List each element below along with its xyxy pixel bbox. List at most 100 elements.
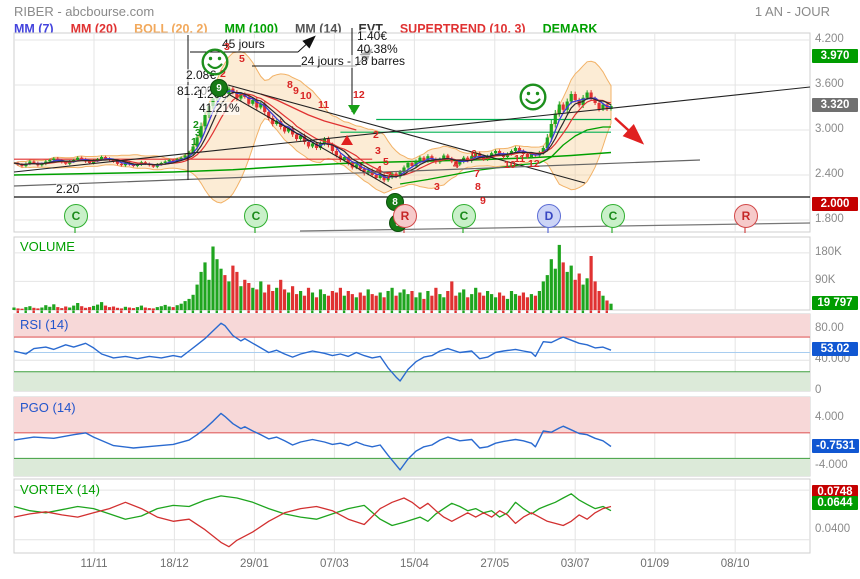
volume-bar [358,292,362,310]
candle-body [306,142,311,147]
trend-dot-strip [112,310,115,313]
volume-bar [299,291,303,310]
volume-bar [370,294,374,310]
volume-bar [478,292,482,310]
volume-bar [521,292,525,310]
volume-bar [318,289,323,310]
volume-bar [195,284,199,310]
arrowhead [622,123,645,145]
candle-body [299,136,303,139]
trend-dot-strip [526,310,529,313]
trend-dot-strip [406,310,409,313]
volume-bar [501,295,506,310]
volume-bar [123,306,127,310]
volume-bar [107,307,112,310]
trend-dot-strip [295,310,298,313]
candle-body [191,146,195,153]
volume-bar [494,297,498,310]
volume-bar [537,291,541,310]
candle-body [302,136,307,142]
candle-body [263,103,267,112]
trend-dot-strip [454,310,457,313]
candle-body [585,92,589,98]
candle-body [251,100,255,104]
candle-body [565,101,569,110]
volume-bar [287,292,291,310]
volume-bar [127,307,131,310]
volume-bar [454,295,458,310]
volume-bar [541,281,545,310]
candle-body [478,153,482,157]
trend-dot-strip [557,310,561,313]
candle-body [430,156,434,160]
trend-dot-strip [366,310,370,313]
trend-dot-strip [327,310,330,313]
candle-body [422,157,426,161]
candle-body [283,127,287,132]
trend-dot-strip [64,310,67,313]
candle-body [545,137,549,148]
volume-bar [438,294,442,310]
trend-dot-strip [271,310,274,313]
candle-body [115,161,120,164]
trend-dot-strip [470,310,473,313]
volume-bar [191,294,195,310]
candle-body [211,98,215,106]
candle-body [597,103,601,109]
trend-dot-strip [311,310,314,313]
volume-bar [187,298,191,310]
volume-bar [466,297,470,310]
volume-bar [561,262,565,310]
volume-bar [60,308,64,310]
candle-body [406,163,410,168]
rsi-line-rsi [13,322,612,382]
volume-bar [211,246,215,310]
candle-body [239,94,243,99]
volume-bar [310,292,315,310]
candle-body [541,148,545,153]
volume-bar [306,287,311,310]
volume-bar [159,306,163,310]
volume-bar [486,291,490,310]
vortex-panel [13,478,811,554]
candle-body [601,104,605,109]
trend-dot-strip [541,310,545,313]
volume-bar [605,300,609,310]
volume-bar [151,308,155,310]
volume-bar [593,281,597,310]
sell-triangle-icon [348,105,360,115]
trend-dot-strip [32,310,35,313]
volume-bar [227,281,231,310]
volume-bar [462,289,466,310]
candle-body [314,143,319,148]
volume-bar [545,275,549,310]
volume-bar [565,271,569,310]
candle-body [255,100,259,108]
trend-dot-strip [223,310,226,313]
trend-dot-strip [175,310,179,313]
volume-bar [115,307,120,310]
rsi-band [14,371,810,391]
volume-bar [103,305,108,310]
volume-bar [96,304,100,310]
volume-bar [12,307,16,310]
volume-bar [314,297,319,310]
volume-bar [553,268,557,310]
candle-body [171,160,175,162]
candle-body [513,148,518,151]
candle-body [553,113,557,124]
candle-body [402,167,406,172]
trend-dot-strip [231,310,234,313]
candle-body [123,163,127,166]
trend-dot-strip [438,310,441,313]
candle-body [135,164,139,166]
trend-dot-strip [462,310,465,313]
volume-bar [283,289,287,310]
volume-bar [322,294,326,310]
candle-body [100,157,104,160]
trend-dot-strip [143,310,147,313]
trend-dot-strip [136,310,139,313]
volume-bar [346,291,350,310]
trend-dot-strip [199,310,203,313]
